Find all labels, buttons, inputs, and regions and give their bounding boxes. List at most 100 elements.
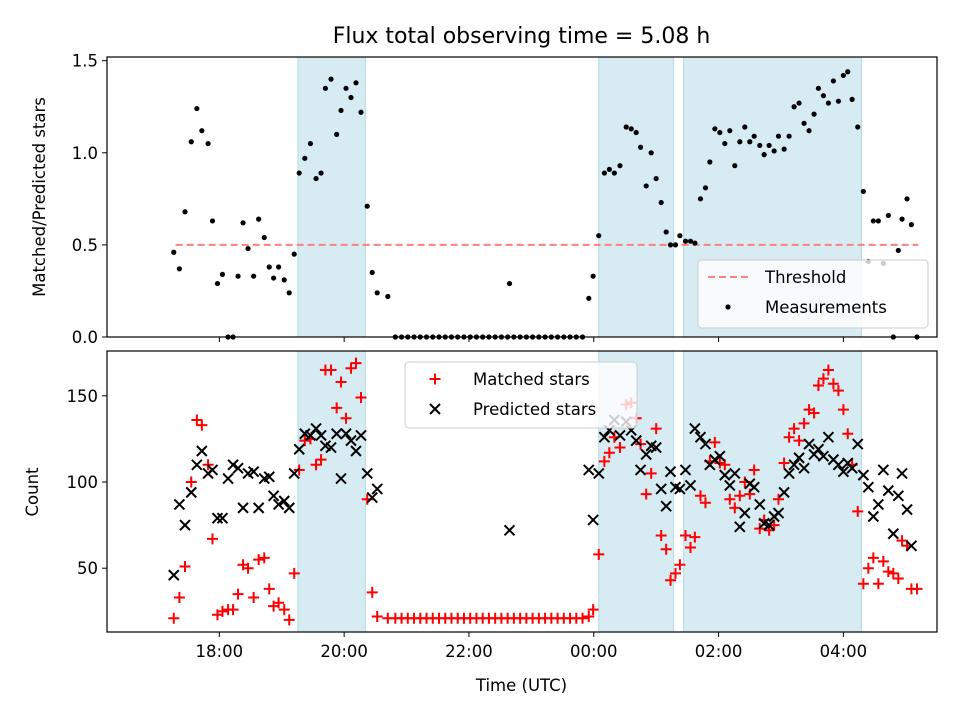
predicted-star-point [315, 429, 327, 442]
matched-star-point [793, 435, 805, 447]
x-tick-label: 00:00 [570, 642, 618, 661]
matched-star-point [748, 464, 760, 476]
matched-star-point [778, 457, 790, 469]
predicted-star-point [660, 500, 672, 512]
measurement-point [895, 247, 901, 254]
x-tick-label: 22:00 [445, 642, 493, 661]
measurement-point [281, 277, 287, 283]
matched-star-point [817, 373, 829, 385]
measurement-point [667, 242, 674, 248]
predicted-star-point [191, 459, 203, 471]
matched-star-point [173, 592, 185, 604]
measurement-point [601, 170, 607, 176]
measurement-point [687, 238, 694, 244]
matched-star-point [310, 459, 322, 471]
predicted-star-point [734, 521, 746, 533]
predicted-star-point [714, 450, 726, 462]
predicted-star-point [232, 462, 244, 474]
matched-star-point [331, 402, 343, 414]
matched-star-point [299, 435, 311, 447]
predicted-star-point [719, 469, 731, 481]
measurement-point [302, 155, 308, 161]
matched-star-point [872, 578, 884, 590]
measurement-point [245, 245, 251, 252]
predicted-star-point [583, 464, 595, 476]
measurement-point [617, 163, 623, 169]
measurement-point [717, 129, 723, 136]
measurement-point [276, 264, 282, 270]
matched-star-point [877, 555, 889, 567]
predicted-star-point [887, 528, 900, 540]
measurement-point [830, 78, 837, 84]
matched-star-point [191, 414, 203, 426]
measurement-point [628, 126, 634, 132]
measurement-point [658, 199, 664, 206]
matched-star-point [603, 447, 615, 459]
predicted-star-point [340, 428, 352, 440]
matched-star-point [808, 407, 820, 419]
measurement-point [747, 139, 753, 145]
matched-star-point [614, 442, 626, 454]
matched-star-point [179, 560, 191, 572]
predicted-star-point [694, 431, 707, 443]
predicted-star-point [330, 428, 343, 440]
legend-bottom: Matched stars Predicted stars [404, 361, 638, 429]
measurement-point [374, 290, 380, 296]
predicted-star-point [778, 486, 790, 499]
predicted-star-point [846, 462, 858, 474]
matched-star-point [345, 362, 357, 374]
measurement-point [343, 85, 349, 91]
matched-star-point [857, 578, 869, 590]
measurement-point [732, 163, 738, 169]
measurement-point [291, 251, 297, 257]
predicted-star-point [872, 498, 885, 511]
measurement-point [364, 203, 370, 209]
observing-interval [297, 350, 366, 633]
measurement-point [205, 140, 211, 147]
measurement-point [845, 69, 851, 75]
matched-star-point [655, 529, 667, 541]
legend-matched-swatch [429, 373, 441, 385]
matched-star-point [206, 533, 218, 545]
measurement-point [692, 240, 698, 246]
predicted-star-point [325, 441, 337, 454]
predicted-star-point [772, 507, 785, 519]
predicted-star-point [699, 438, 712, 450]
y-tick-label: 100 [67, 473, 99, 492]
x-tick-label: 18:00 [196, 642, 244, 661]
predicted-star-point [283, 502, 295, 514]
matched-star-point [640, 488, 652, 500]
matched-star-point [714, 457, 726, 469]
measurement-point [199, 128, 205, 134]
predicted-star-point [803, 438, 815, 450]
measurement-point [209, 218, 216, 224]
predicted-star-point [857, 469, 870, 481]
matched-star-point [852, 505, 864, 517]
measurement-point [240, 220, 246, 226]
observing-interval [297, 56, 366, 338]
predicted-star-point [272, 498, 285, 511]
matched-star-point [583, 610, 595, 622]
predicted-star-point [852, 438, 864, 450]
legend-measurements-swatch [725, 304, 731, 310]
measurement-point [771, 148, 777, 154]
predicted-star-point [689, 422, 701, 435]
predicted-star-point [216, 512, 229, 524]
measurement-point [904, 196, 910, 202]
measurement-point [727, 128, 733, 134]
matched-star-point [350, 357, 362, 369]
y-tick-label: 0.5 [72, 236, 98, 255]
predicted-star-point [709, 453, 721, 466]
matched-star-point [887, 567, 899, 579]
predicted-star-point [293, 443, 305, 455]
predicted-star-point [674, 483, 686, 495]
measurement-point [677, 233, 683, 239]
measurement-point [194, 105, 200, 112]
measurement-point [271, 275, 277, 281]
predicted-star-point [211, 512, 224, 524]
predicted-star-point [288, 467, 300, 480]
predicted-star-point [788, 459, 800, 471]
matched-star-point [709, 436, 721, 448]
predicted-star-point [278, 495, 290, 507]
predicted-star-point [812, 443, 825, 455]
